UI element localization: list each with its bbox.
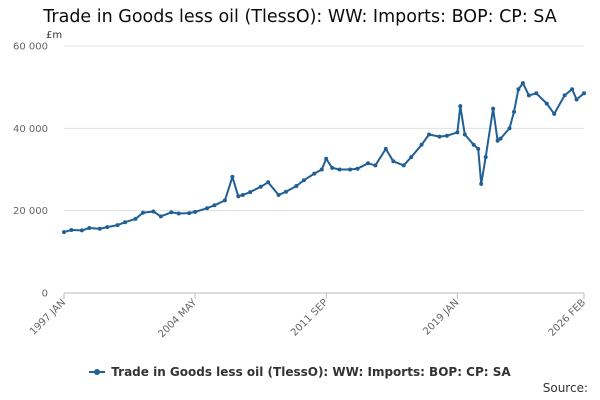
x-tick-label: 2026 FEB	[547, 297, 589, 339]
data-point	[205, 206, 209, 211]
data-point	[248, 190, 253, 195]
y-tick-label: 60 000	[13, 42, 48, 53]
y-tick-label: 20 000	[13, 206, 48, 217]
data-point	[455, 130, 460, 135]
data-point	[193, 209, 198, 214]
data-point	[479, 181, 484, 186]
data-point	[516, 87, 521, 92]
data-point	[544, 101, 549, 106]
data-point	[512, 109, 516, 114]
data-point	[373, 163, 378, 168]
data-point	[319, 167, 324, 172]
data-point	[79, 228, 84, 233]
data-point	[366, 161, 370, 166]
data-point	[151, 209, 156, 214]
data-point	[133, 216, 138, 221]
x-tick-label: 1997 JAN	[28, 297, 68, 337]
data-point	[419, 142, 424, 147]
x-tick-label: 2019 JAN	[421, 297, 461, 337]
data-point	[276, 193, 281, 197]
data-point	[62, 230, 66, 235]
data-point	[401, 163, 406, 168]
legend: Trade in Goods less oil (TlessO): WW: Im…	[0, 365, 600, 379]
gridlines	[64, 45, 584, 294]
data-point	[383, 146, 388, 151]
data-point	[498, 136, 503, 141]
data-point	[105, 225, 110, 230]
data-point	[534, 91, 539, 96]
series-layer	[62, 81, 586, 235]
data-point	[230, 174, 235, 179]
data-point	[526, 93, 531, 98]
data-point	[212, 203, 217, 208]
x-tick-label: 2004 MAY	[157, 297, 200, 340]
chart-title: Trade in Goods less oil (TlessO): WW: Im…	[43, 7, 557, 27]
data-point	[115, 223, 120, 228]
legend-swatch-icon	[89, 367, 106, 377]
data-point	[301, 178, 306, 183]
data-point	[520, 81, 525, 86]
data-point	[266, 180, 271, 185]
data-point	[222, 198, 227, 203]
data-point	[236, 194, 241, 199]
data-point	[158, 214, 163, 219]
data-point	[330, 165, 335, 170]
data-point	[570, 87, 575, 92]
data-point	[169, 210, 174, 215]
data-point	[69, 228, 74, 232]
x-tick-label: 2011 SEP	[289, 297, 330, 338]
y-tick-label: 0	[42, 289, 48, 300]
data-point	[562, 93, 567, 98]
data-point	[483, 155, 488, 160]
data-point	[427, 132, 431, 137]
data-point	[337, 167, 342, 172]
data-point	[409, 155, 414, 160]
data-point	[123, 220, 128, 225]
data-point	[187, 211, 192, 216]
data-point	[552, 111, 557, 116]
data-point	[240, 193, 245, 197]
data-point	[294, 184, 299, 188]
data-point	[176, 211, 181, 216]
data-point	[574, 97, 579, 102]
data-point	[284, 189, 288, 194]
data-point	[324, 156, 329, 161]
data-point	[458, 104, 463, 109]
data-point	[476, 146, 481, 151]
data-point	[312, 171, 317, 176]
data-point	[507, 126, 512, 131]
data-point	[491, 106, 496, 111]
data-point	[355, 166, 360, 171]
x-axis: 1997 JAN 2004 MAY 2011 SEP 2019 JAN 2026 FEB	[28, 293, 588, 340]
data-point	[97, 226, 102, 231]
series-line	[63, 82, 585, 234]
source-label: Source:	[542, 381, 588, 395]
data-point	[391, 159, 396, 164]
data-point	[444, 133, 449, 138]
data-point	[462, 132, 467, 137]
y-tick-label: 40 000	[13, 124, 48, 135]
data-point	[437, 134, 442, 139]
data-point	[582, 91, 586, 96]
y-axis: 0 20 000 40 000 60 000	[13, 42, 48, 300]
data-point	[495, 138, 500, 143]
y-axis-unit-label: £m	[46, 30, 62, 41]
data-point	[141, 210, 145, 215]
data-point	[87, 226, 92, 230]
data-point	[471, 142, 476, 147]
data-point	[258, 184, 263, 189]
legend-label: Trade in Goods less oil (TlessO): WW: Im…	[111, 365, 511, 379]
data-point	[348, 167, 353, 172]
